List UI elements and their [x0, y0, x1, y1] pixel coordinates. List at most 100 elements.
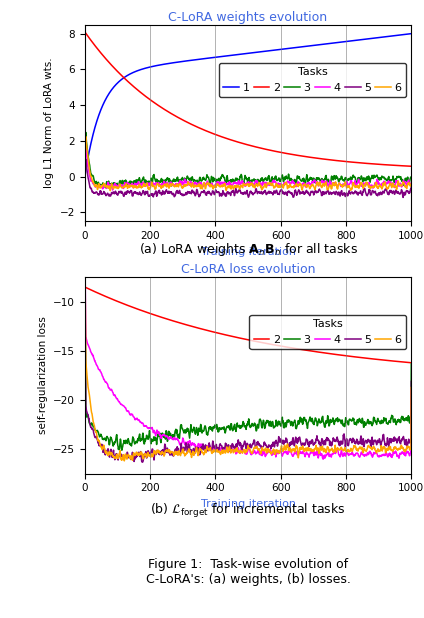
1: [215, 53, 220, 61]
Title: C-LoRA loss evolution: C-LoRA loss evolution: [181, 263, 315, 276]
Text: Figure 1:  Task-wise evolution of
C-LoRA's: (a) weights, (b) losses.: Figure 1: Task-wise evolution of C-LoRA'…: [145, 558, 351, 586]
2: [343, 158, 348, 165]
4: [337, 452, 342, 460]
Line: 5: 5: [85, 303, 411, 462]
1: [343, 38, 348, 45]
6: [409, 384, 414, 391]
3: [116, 446, 121, 453]
5: [83, 299, 88, 307]
5: [215, 188, 220, 196]
6: [215, 446, 220, 454]
5: [140, 459, 145, 466]
4: [83, 267, 88, 274]
4: [110, 186, 115, 193]
3: [409, 360, 414, 368]
Line: 3: 3: [85, 306, 411, 450]
4: [307, 454, 312, 461]
5: [226, 189, 232, 197]
2: [226, 135, 232, 143]
3: [215, 423, 220, 431]
Line: 6: 6: [85, 281, 411, 461]
6: [337, 446, 342, 453]
2: [226, 332, 232, 339]
6: [83, 133, 88, 140]
5: [215, 444, 220, 452]
2: [83, 284, 88, 291]
1: [409, 30, 414, 37]
2: [83, 28, 88, 36]
Line: 3: 3: [85, 132, 411, 188]
Text: (a) LoRA weights $\mathbf{A}_n\mathbf{B}_n$ for all tasks: (a) LoRA weights $\mathbf{A}_n\mathbf{B}…: [139, 241, 357, 258]
6: [343, 180, 349, 188]
4: [343, 451, 348, 459]
3: [117, 180, 122, 188]
6: [307, 185, 312, 192]
3: [409, 174, 414, 182]
Line: 5: 5: [85, 159, 411, 197]
4: [227, 178, 232, 185]
6: [83, 151, 88, 158]
5: [409, 378, 414, 385]
5: [343, 441, 348, 448]
2: [215, 132, 220, 139]
3: [337, 417, 342, 424]
3: [307, 175, 312, 182]
Y-axis label: self-regularization loss: self-regularization loss: [37, 316, 47, 434]
3: [307, 415, 312, 423]
6: [307, 445, 312, 452]
3: [338, 176, 343, 183]
3: [343, 414, 348, 421]
3: [343, 174, 349, 181]
4: [226, 446, 232, 454]
Line: 4: 4: [85, 145, 411, 190]
6: [215, 180, 220, 188]
1: [307, 42, 312, 49]
1: [337, 38, 342, 46]
5: [83, 162, 88, 169]
Legend: 1, 2, 3, 4, 5, 6: 1, 2, 3, 4, 5, 6: [219, 62, 406, 97]
2: [215, 329, 220, 337]
3: [226, 422, 232, 430]
Line: 1: 1: [85, 33, 411, 174]
Title: C-LoRA weights evolution: C-LoRA weights evolution: [168, 11, 328, 23]
3: [83, 148, 88, 155]
4: [409, 179, 414, 187]
4: [116, 397, 121, 405]
4: [338, 180, 343, 188]
6: [409, 180, 414, 187]
5: [83, 156, 88, 163]
5: [307, 438, 312, 446]
4: [343, 181, 349, 188]
5: [337, 192, 342, 200]
2: [116, 69, 121, 76]
5: [116, 455, 121, 462]
3: [227, 177, 232, 185]
1: [116, 78, 121, 86]
1: [226, 52, 232, 59]
X-axis label: Training iteration: Training iteration: [201, 499, 296, 509]
Legend: 2, 3, 4, 5, 6: 2, 3, 4, 5, 6: [249, 315, 406, 349]
4: [83, 156, 88, 163]
5: [307, 191, 312, 198]
4: [409, 386, 414, 394]
4: [117, 181, 122, 188]
2: [343, 352, 348, 360]
5: [337, 442, 342, 449]
2: [116, 298, 121, 305]
Line: 2: 2: [85, 32, 411, 166]
6: [116, 454, 121, 462]
2: [409, 163, 414, 170]
2: [337, 157, 342, 164]
4: [215, 444, 220, 451]
1: [83, 171, 88, 178]
2: [409, 359, 414, 366]
4: [307, 180, 312, 187]
5: [116, 188, 121, 196]
5: [226, 443, 232, 451]
Line: 4: 4: [85, 271, 411, 459]
2: [337, 351, 342, 358]
6: [338, 181, 343, 188]
Line: 6: 6: [85, 137, 411, 191]
6: [226, 446, 232, 453]
Line: 2: 2: [85, 287, 411, 363]
